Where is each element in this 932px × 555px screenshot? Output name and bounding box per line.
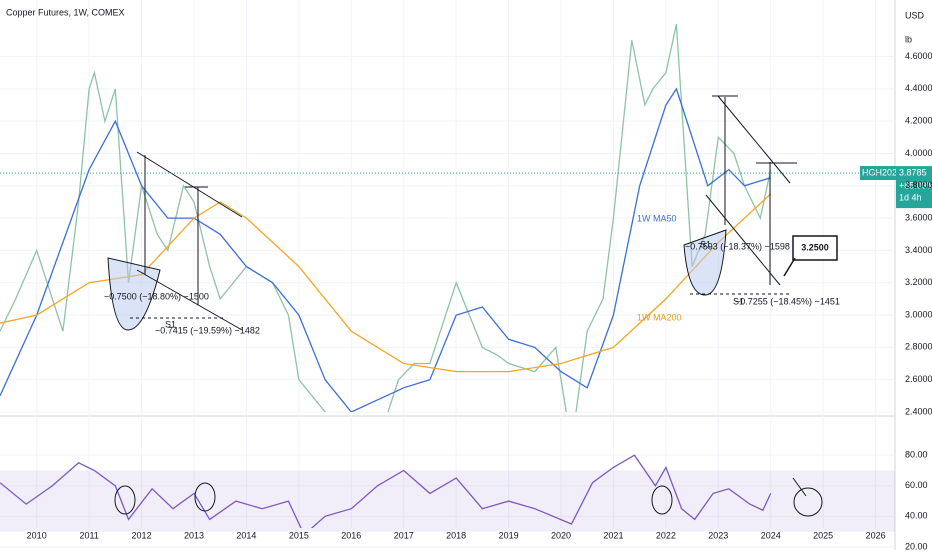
y-tick-label: 80.00	[905, 450, 928, 460]
price-tag	[896, 166, 932, 209]
unit: lb	[905, 34, 912, 44]
x-tick-label: 2016	[341, 530, 361, 540]
s1-label: S1	[733, 296, 744, 306]
x-tick-label: 2024	[761, 530, 781, 540]
countdown: 1d 4h	[899, 192, 922, 202]
y-tick-label: 3.4000	[905, 245, 932, 255]
x-tick-label: 2017	[394, 530, 414, 540]
y-tick-label: 4.2000	[905, 116, 932, 126]
x-tick-label: 2018	[446, 530, 466, 540]
y-tick-label: 4.4000	[905, 83, 932, 93]
x-tick-label: 2019	[499, 530, 519, 540]
x-tick-label: 2010	[27, 530, 47, 540]
y-tick-label: 4.0000	[905, 148, 932, 158]
y-tick-label: 3.6000	[905, 212, 932, 222]
y-tick-label: 2.6000	[905, 374, 932, 384]
annotation: −0.7415 (−19.59%) −1482	[155, 325, 260, 335]
annotation: −0.7593 (−18.37%) −1598	[685, 241, 790, 251]
s1-label: S1	[700, 239, 711, 249]
drawings	[107, 95, 838, 517]
y-tick-label: 3.8000	[905, 180, 932, 190]
x-tick-label: 2026	[866, 530, 886, 540]
annotation: −0.7255 (−18.45%) −1451	[735, 296, 840, 306]
s1-label: S1	[165, 319, 176, 329]
y-tick-label: 20.00	[905, 541, 928, 550]
x-tick-label: 2011	[79, 530, 98, 540]
price-change: +85.09%	[899, 180, 932, 190]
y-tick-label: 3.2000	[905, 277, 932, 287]
ma200-label: 1W MA200	[637, 312, 682, 322]
series-line	[0, 454, 772, 528]
y-tick-label: 4.6000	[905, 51, 932, 61]
ma50-label: 1W MA50	[637, 213, 677, 223]
y-tick-label: 3.0000	[905, 309, 932, 319]
y-tick-label: 40.00	[905, 511, 928, 521]
x-tick-label: 2015	[289, 530, 309, 540]
x-tick-label: 2022	[656, 530, 676, 540]
x-tick-label: 2012	[132, 530, 152, 540]
chart-title: Copper Futures, 1W, COMEX	[6, 7, 125, 17]
annotation: −0.7500 (−18.80%) −1500	[104, 291, 209, 301]
currency: USD	[905, 10, 925, 20]
series-line	[0, 87, 771, 412]
x-tick-label: 2020	[551, 530, 571, 540]
y-tick-label: 60.00	[905, 480, 928, 490]
x-tick-label: 2014	[236, 530, 256, 540]
x-tick-label: 2025	[813, 530, 833, 540]
target-label: 3.2500	[801, 242, 829, 252]
rsi-band	[0, 470, 895, 532]
last-price: 3.8785	[899, 167, 927, 177]
symbol-tag	[860, 166, 896, 180]
y-tick-label: 2.4000	[905, 406, 932, 416]
symbol: HGH2024	[862, 167, 902, 177]
series-line	[0, 24, 772, 412]
x-tick-label: 2013	[184, 530, 204, 540]
x-tick-label: 2021	[603, 530, 623, 540]
y-tick-label: 2.8000	[905, 342, 932, 352]
x-tick-label: 2023	[708, 530, 728, 540]
